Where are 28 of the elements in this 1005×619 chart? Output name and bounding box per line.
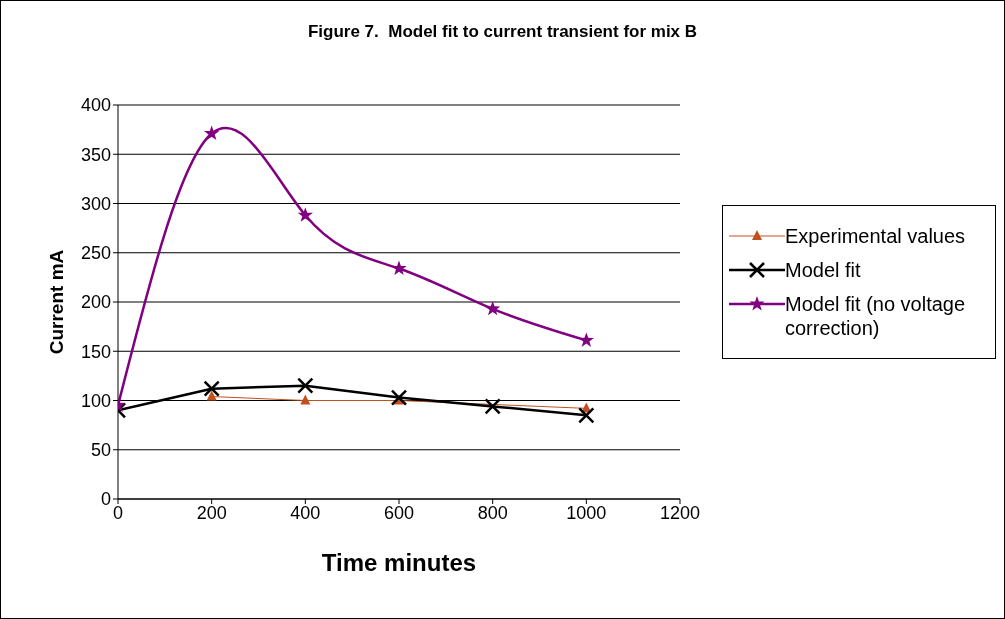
point <box>578 332 594 347</box>
point <box>297 207 313 222</box>
y-tick-label: 300 <box>80 193 111 214</box>
x-tick-label: 400 <box>290 502 321 523</box>
y-tick-label: 350 <box>80 144 111 165</box>
x-tick-label: 600 <box>383 502 415 523</box>
y-tick-label: 50 <box>90 440 111 461</box>
legend-label: Model fit <box>785 258 861 282</box>
y-tick-label: 150 <box>80 341 111 362</box>
y-tick-label: 250 <box>80 243 111 264</box>
legend-label: Experimental values <box>785 224 966 248</box>
x-tick-label: 800 <box>477 502 508 523</box>
x-tick-label: 0 <box>112 502 124 523</box>
x-axis-title: Time minutes <box>321 549 477 577</box>
point <box>206 390 217 401</box>
y-tick-label: 0 <box>100 489 111 510</box>
point <box>300 394 311 405</box>
y-tick-label: 400 <box>80 95 111 116</box>
y-tick-label: 100 <box>80 390 111 411</box>
legend-label: Model fit (no voltage correction) <box>785 292 967 340</box>
x-tick-label: 200 <box>196 502 227 523</box>
chart-title: Figure 7. Model fit to current transient for mix B <box>306 22 699 42</box>
point <box>204 125 220 141</box>
y-tick-label: 200 <box>80 292 111 313</box>
x-tick-label: 1000 <box>566 502 607 523</box>
y-axis-title: Current mA <box>45 249 67 355</box>
point <box>485 300 501 316</box>
x-tick-label: 1200 <box>659 502 701 523</box>
